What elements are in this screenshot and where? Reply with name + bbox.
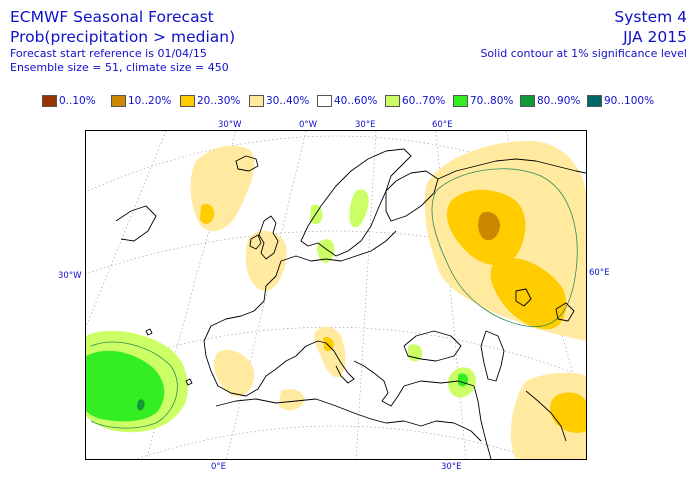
significance-contours xyxy=(90,168,578,429)
coastline-iceland xyxy=(235,155,259,172)
coastline-turkey xyxy=(403,380,475,387)
legend-item: 10..20% xyxy=(111,93,171,109)
lon-label-0-top: 0°W xyxy=(299,120,318,130)
legend-swatch xyxy=(42,95,57,107)
coastline-island xyxy=(145,328,153,336)
legend-item: 0..10% xyxy=(42,93,96,109)
shade-dry-30-40 xyxy=(279,389,305,411)
coastline-black-sea xyxy=(403,330,462,362)
shade-dry-30-40 xyxy=(214,349,255,397)
coastline-finland xyxy=(385,170,439,222)
coastlines xyxy=(115,148,586,459)
coastline-west-europe xyxy=(203,260,297,397)
contour-note: Solid contour at 1% significance level xyxy=(480,47,687,60)
lat-label-right: 60°E xyxy=(589,268,610,278)
legend-swatch xyxy=(317,95,332,107)
legend-swatch xyxy=(180,95,195,107)
legend-item: 30..40% xyxy=(249,93,309,109)
legend-swatch xyxy=(385,95,400,107)
coastline-great-britain xyxy=(258,215,279,260)
significance-contour xyxy=(90,341,178,429)
legend-label: 0..10% xyxy=(59,95,96,107)
graticule-meridian xyxy=(355,131,377,459)
coastline-caspian-sea xyxy=(480,330,505,382)
probability-legend: 0..10% 10..20% 20..30% 30..40% 40..60% 6… xyxy=(42,93,662,109)
coastline-lake xyxy=(515,288,532,307)
shade-wet-80-90 xyxy=(137,399,145,411)
legend-label: 30..40% xyxy=(266,95,310,107)
legend-label: 80..90% xyxy=(537,95,581,107)
map-canvas xyxy=(86,131,586,459)
figure-subtitle: Prob(precipitation > median) xyxy=(10,28,236,46)
legend-item: 20..30% xyxy=(180,93,240,109)
legend-label: 70..80% xyxy=(470,95,514,107)
shade-dry-20-30 xyxy=(323,336,334,352)
legend-swatch xyxy=(453,95,468,107)
coastline-arctic xyxy=(437,158,586,180)
lon-label-0-bottom: 0°E xyxy=(211,462,227,472)
legend-label: 90..100% xyxy=(604,95,655,107)
lon-label-30e-top: 30°E xyxy=(355,120,376,130)
graticule-parallel xyxy=(86,326,586,379)
start-reference-text: Forecast start reference is 01/04/15 xyxy=(10,47,207,60)
lon-label-60e-top: 60°E xyxy=(432,120,453,130)
probability-shading xyxy=(86,140,586,459)
legend-label: 10..20% xyxy=(128,95,172,107)
legend-swatch xyxy=(520,95,535,107)
legend-item: 90..100% xyxy=(587,93,654,109)
legend-swatch xyxy=(587,95,602,107)
graticule-parallel xyxy=(86,135,586,193)
coastline-north-europe xyxy=(280,230,397,262)
legend-swatch xyxy=(111,95,126,107)
graticule-meridian xyxy=(435,131,467,459)
coastline-ireland xyxy=(249,234,262,250)
legend-label: 20..30% xyxy=(197,95,241,107)
graticule-meridian xyxy=(226,131,307,459)
system-label: System 4 xyxy=(614,8,687,26)
lon-label-30w-top: 30°W xyxy=(218,120,242,130)
ensemble-size-text: Ensemble size = 51, climate size = 450 xyxy=(10,61,229,74)
shade-wet-70-80 xyxy=(86,350,165,422)
coastline-north-africa xyxy=(215,398,482,442)
significance-contour xyxy=(431,168,578,328)
coastline-greenland xyxy=(115,205,157,242)
shade-dry-30-40 xyxy=(314,326,346,378)
coastline-balkans xyxy=(353,360,405,407)
shade-dry-20-30 xyxy=(200,204,215,224)
legend-label: 40..60% xyxy=(334,95,378,107)
forecast-map xyxy=(85,130,587,460)
legend-item: 70..80% xyxy=(453,93,513,109)
coastline-levant xyxy=(473,385,492,459)
legend-label: 60..70% xyxy=(402,95,446,107)
coastline-scandinavia xyxy=(300,148,412,257)
graticule-meridian xyxy=(86,131,167,328)
season-label: JJA 2015 xyxy=(623,28,687,46)
coastline-persian-gulf xyxy=(525,390,567,442)
lat-label-left: 30°W xyxy=(58,271,82,281)
legend-swatch xyxy=(249,95,264,107)
coastline-lake xyxy=(555,302,575,322)
legend-item: 80..90% xyxy=(520,93,580,109)
coastline-italy xyxy=(295,340,355,384)
shade-dry-10-20 xyxy=(478,211,500,241)
legend-item: 60..70% xyxy=(385,93,445,109)
legend-item: 40..60% xyxy=(317,93,377,109)
coastline-island xyxy=(185,378,193,386)
lon-label-30e-bottom: 30°E xyxy=(441,462,462,472)
figure-title: ECMWF Seasonal Forecast xyxy=(10,8,214,26)
shade-wet-60-70 xyxy=(349,189,369,228)
